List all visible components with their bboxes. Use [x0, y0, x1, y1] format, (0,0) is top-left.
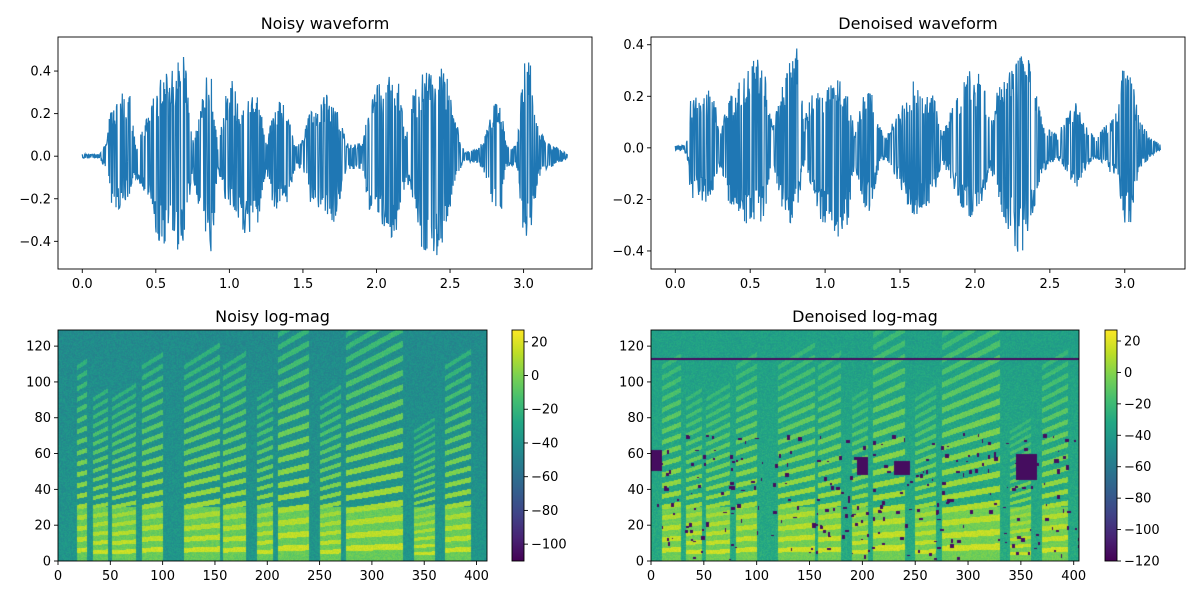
colorbar-tick-label: −120	[1124, 555, 1160, 570]
x-tick-label: 0	[647, 569, 655, 584]
y-tick-label: −0.2	[612, 193, 644, 208]
y-tick-label: 80	[34, 411, 51, 426]
noisy-waveform-panel: 0.0 0.5 1.0 1.5 2.0 2.5 3.0 −0.4 −0.2 0.0 0.2 0.4 No…	[19, 14, 593, 292]
y-tick-label: 40	[34, 483, 51, 498]
colorbar-tick-label: −60	[531, 470, 558, 485]
x-tick-label: 350	[1008, 569, 1033, 584]
y-tick-label: 20	[627, 519, 644, 534]
x-tick-label: 150	[203, 569, 228, 584]
x-tick-label: 400	[1061, 569, 1086, 584]
y-tick-label: 0.0	[30, 150, 51, 165]
x-tick-label: 2.5	[1040, 277, 1061, 292]
colorbar-tick-label: −60	[1124, 460, 1151, 475]
x-tick-label: 1.0	[219, 277, 240, 292]
y-tick-label: −0.4	[612, 244, 644, 259]
colorbar-tick-label: −20	[531, 403, 558, 418]
x-tick-label: 100	[150, 569, 175, 584]
colorbar: 20 0 −20 −40 −60 −80 −100	[511, 329, 567, 562]
colorbar-tick-label: −40	[1124, 429, 1151, 444]
x-tick-label: 250	[307, 569, 332, 584]
x-tick-label: 0.5	[145, 277, 166, 292]
axes-frame	[57, 36, 593, 270]
x-tick-label: 2.0	[366, 277, 387, 292]
x-tick-label: 3.0	[513, 277, 534, 292]
denoised-waveform-panel: 0.0 0.5 1.0 1.5 2.0 2.5 3.0 −0.4 −0.2 0.0 0.2 0.4 De…	[612, 14, 1186, 292]
chart-title: Noisy log-mag	[215, 307, 330, 326]
chart-title: Denoised log-mag	[792, 307, 938, 326]
chart-title: Noisy waveform	[261, 14, 390, 33]
y-tick-label: 0	[636, 555, 644, 570]
x-tick-label: 1.5	[293, 277, 314, 292]
y-tick-label: 100	[619, 375, 644, 390]
x-tick-label: 100	[744, 569, 769, 584]
y-tick-label: 40	[627, 483, 644, 498]
y-tick-label: 20	[34, 519, 51, 534]
y-tick-label: 60	[627, 447, 644, 462]
x-tick-label: 2.0	[965, 277, 986, 292]
x-tick-label: 0.0	[72, 277, 93, 292]
spectrogram-image	[651, 330, 1079, 561]
y-tick-label: 0	[43, 555, 51, 570]
y-tick-label: −0.2	[19, 192, 51, 207]
colorbar-tick-label: 20	[1124, 335, 1141, 350]
y-tick-label: 60	[34, 447, 51, 462]
waveform-line	[81, 57, 568, 256]
x-tick-label: 350	[412, 569, 437, 584]
x-tick-label: 150	[797, 569, 822, 584]
spectrogram-image	[58, 330, 487, 561]
y-tick-label: 80	[627, 411, 644, 426]
colorbar-tick-label: −40	[531, 436, 558, 451]
x-tick-label: 3.0	[1114, 277, 1135, 292]
y-tick-label: 120	[26, 340, 51, 355]
x-tick-label: 300	[359, 569, 384, 584]
waveform-line	[674, 48, 1161, 252]
x-tick-label: 250	[903, 569, 928, 584]
y-tick-label: 120	[619, 340, 644, 355]
y-tick-label: 0.4	[623, 38, 644, 53]
y-tick-label: 0.4	[30, 65, 51, 80]
axes-frame	[650, 36, 1186, 270]
colorbar-tick-label: −20	[1124, 397, 1151, 412]
x-tick-label: 2.5	[440, 277, 461, 292]
x-tick-label: 50	[102, 569, 119, 584]
x-tick-label: 1.0	[815, 277, 836, 292]
y-tick-label: 0.2	[623, 90, 644, 105]
axes-frame	[57, 329, 488, 562]
x-tick-label: 200	[255, 569, 280, 584]
x-tick-label: 0.0	[665, 277, 686, 292]
colorbar: 20 0 −20 −40 −60 −80 −100 −120	[1104, 329, 1160, 570]
chart-title: Denoised waveform	[838, 14, 997, 33]
x-tick-label: 50	[696, 569, 713, 584]
x-tick-label: 1.5	[890, 277, 911, 292]
y-tick-label: −0.4	[19, 235, 51, 250]
colorbar-tick-label: 20	[531, 335, 548, 350]
x-tick-label: 400	[464, 569, 489, 584]
colorbar-gradient	[511, 329, 525, 562]
colorbar-tick-label: 0	[531, 369, 539, 384]
x-tick-label: 200	[850, 569, 875, 584]
x-tick-label: 300	[956, 569, 981, 584]
colorbar-tick-label: −80	[531, 504, 558, 519]
x-tick-label: 0	[54, 569, 62, 584]
y-tick-label: 0.2	[30, 107, 51, 122]
colorbar-tick-label: −100	[531, 538, 567, 553]
y-tick-label: 0.0	[623, 141, 644, 156]
colorbar-tick-label: −80	[1124, 492, 1151, 507]
x-tick-label: 0.5	[740, 277, 761, 292]
colorbar-tick-label: −100	[1124, 523, 1160, 538]
colorbar-tick-label: 0	[1124, 366, 1132, 381]
y-tick-label: 100	[26, 375, 51, 390]
axes-frame	[650, 329, 1080, 562]
colorbar-gradient	[1104, 329, 1118, 562]
